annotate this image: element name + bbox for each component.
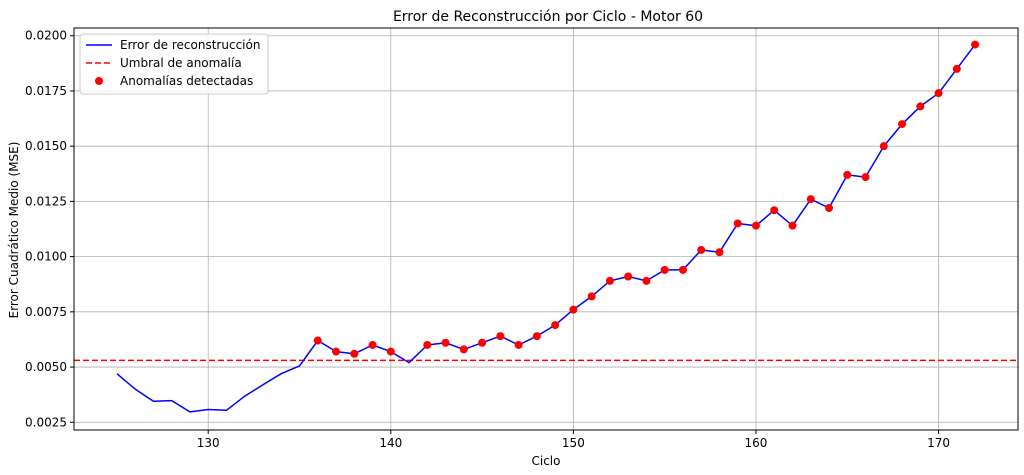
anomaly-point-17: [642, 276, 651, 285]
anomaly-point-22: [733, 219, 742, 228]
y-tick-label-3: 0.0100: [25, 250, 67, 264]
anomaly-point-32: [916, 102, 925, 111]
anomaly-point-29: [861, 173, 870, 182]
anomaly-point-24: [770, 206, 779, 215]
y-tick-label-4: 0.0125: [25, 194, 67, 208]
y-tick-label-1: 0.0050: [25, 360, 67, 374]
anomaly-point-13: [569, 305, 578, 314]
anomaly-point-30: [879, 142, 888, 151]
anomaly-point-18: [660, 265, 669, 274]
series-layer: [74, 40, 1018, 413]
anomaly-point-5: [423, 340, 432, 349]
anomaly-point-21: [715, 248, 724, 257]
legend-label-2: Anomalías detectadas: [120, 74, 253, 88]
anomaly-point-20: [697, 245, 706, 254]
chart-title: Error de Reconstrucción por Ciclo - Moto…: [393, 9, 703, 25]
error-line: [116, 44, 976, 413]
anomaly-point-6: [441, 338, 450, 347]
x-tick-label-2: 150: [562, 436, 585, 450]
anomaly-point-14: [587, 292, 596, 301]
anomaly-point-34: [952, 64, 961, 73]
anomaly-point-0: [313, 336, 322, 345]
y-axis-title: Error Cuadrático Medio (MSE): [7, 142, 21, 319]
legend-swatch-scatter: [95, 77, 103, 85]
anomaly-point-10: [514, 340, 523, 349]
legend-label-0: Error de reconstrucción: [120, 38, 260, 52]
legend-label-1: Umbral de anomalía: [120, 56, 242, 70]
x-tick-label-1: 140: [379, 436, 402, 450]
anomaly-point-26: [806, 195, 815, 204]
legend: Error de reconstrucción Umbral de anomalí…: [79, 33, 269, 95]
ticks: 130 140 150 160 170 0.0025 0.0050 0.0075 0.0100 0…: [25, 29, 950, 450]
anomaly-point-16: [624, 272, 633, 281]
y-tick-label-5: 0.0150: [25, 139, 67, 153]
anomaly-point-33: [934, 89, 943, 98]
anomaly-point-8: [478, 338, 487, 347]
anomaly-point-4: [386, 347, 395, 356]
x-tick-label-4: 170: [927, 436, 950, 450]
anomaly-point-35: [971, 40, 980, 49]
legend-box: [79, 33, 269, 95]
anomaly-point-15: [605, 276, 614, 285]
y-tick-label-7: 0.0200: [25, 29, 67, 43]
anomaly-point-1: [332, 347, 341, 356]
anomaly-point-23: [751, 221, 760, 230]
anomaly-point-9: [496, 332, 505, 341]
anomaly-point-27: [825, 204, 834, 213]
x-tick-label-3: 160: [745, 436, 768, 450]
anomaly-point-3: [368, 340, 377, 349]
anomaly-point-2: [350, 349, 359, 358]
anomaly-point-25: [788, 221, 797, 230]
y-tick-label-2: 0.0075: [25, 305, 67, 319]
x-tick-label-0: 130: [197, 436, 220, 450]
anomaly-point-19: [678, 265, 687, 274]
anomaly-point-28: [843, 170, 852, 179]
x-axis-title: Ciclo: [532, 454, 561, 468]
y-tick-label-0: 0.0025: [25, 415, 67, 429]
anomaly-point-12: [551, 321, 560, 330]
y-tick-label-6: 0.0175: [25, 84, 67, 98]
anomaly-point-11: [532, 332, 541, 341]
plot-frame: [73, 27, 1019, 431]
anomaly-point-7: [459, 345, 468, 354]
anomaly-point-31: [898, 120, 907, 129]
